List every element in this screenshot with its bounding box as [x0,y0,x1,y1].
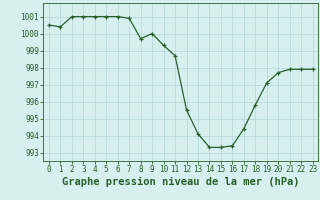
X-axis label: Graphe pression niveau de la mer (hPa): Graphe pression niveau de la mer (hPa) [62,177,300,187]
